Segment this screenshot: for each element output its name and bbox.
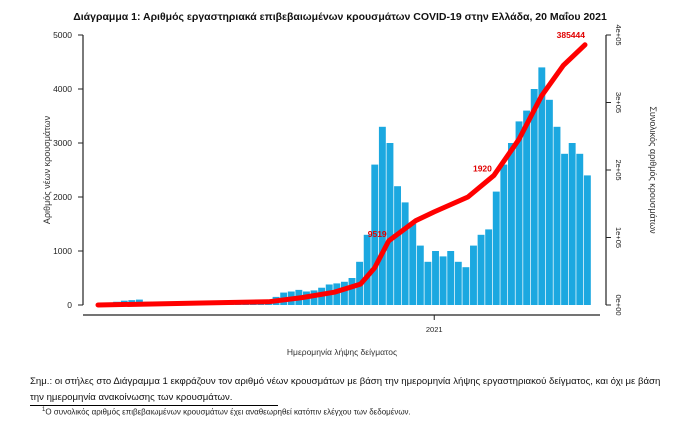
bar xyxy=(568,143,576,305)
y-tick-label: 2000 xyxy=(53,192,72,202)
y2-tick-label: 2e+05 xyxy=(614,159,623,180)
y-tick-label: 1000 xyxy=(53,246,72,256)
bar xyxy=(561,153,569,305)
x-axis-label: Ημερομηνία λήψης δείγματος xyxy=(287,347,397,357)
annotation-label: 385444 xyxy=(557,30,586,40)
bar xyxy=(333,283,341,305)
bar xyxy=(447,251,455,305)
bar xyxy=(386,143,394,305)
bar xyxy=(553,126,561,305)
footnote: 1Ο συνολικός αριθμός επιβεβαιωμένων κρου… xyxy=(42,407,411,417)
bar xyxy=(363,234,371,305)
y2-tick-label: 3e+05 xyxy=(614,92,623,113)
bar xyxy=(545,99,553,305)
bar xyxy=(378,126,386,305)
covid-cases-chart: Διάγραμμα 1: Αριθμός εργαστηριακά επιβεβ… xyxy=(42,11,658,357)
chart-note: Σημ.: οι στήλες στο Διάγραμμα 1 εκφράζου… xyxy=(30,376,661,403)
bar xyxy=(416,245,424,305)
y-tick-label: 3000 xyxy=(53,138,72,148)
bars-group xyxy=(98,67,591,306)
bar xyxy=(348,278,356,305)
bar xyxy=(507,143,515,305)
footnote-divider xyxy=(30,405,278,406)
chart-title: Διάγραμμα 1: Αριθμός εργαστηριακά επιβεβ… xyxy=(73,11,607,23)
bar xyxy=(500,164,508,305)
bar xyxy=(401,202,409,305)
bar xyxy=(340,281,348,305)
bar xyxy=(439,256,447,305)
bar xyxy=(492,191,500,305)
y-tick-label: 0 xyxy=(67,300,72,310)
cumulative-line xyxy=(95,42,588,308)
bar xyxy=(462,267,470,305)
bar xyxy=(477,234,485,305)
bar xyxy=(523,110,531,305)
bar xyxy=(485,229,493,305)
axes-group: 0 1000 2000 3000 4000 5000 0e+00 1e+05 2e+05 3e+0… xyxy=(53,24,623,334)
bar xyxy=(394,186,401,305)
bar xyxy=(371,164,379,305)
annotation-label: 1920 xyxy=(473,163,492,173)
annotation-label: 9519 xyxy=(368,229,387,239)
y2-tick-label: 4e+05 xyxy=(614,24,623,45)
x-tick-label: 2021 xyxy=(426,325,443,334)
y2-tick-label: 1e+05 xyxy=(614,227,623,248)
bar xyxy=(424,261,432,305)
bar xyxy=(530,89,538,305)
y-tick-label: 5000 xyxy=(53,30,72,40)
footnote-mark: 1 xyxy=(42,407,46,413)
bar xyxy=(583,175,591,305)
bar xyxy=(470,245,477,305)
bar xyxy=(515,121,523,306)
y-axis-label: Αριθμός νέων κρουσμάτων xyxy=(42,115,52,224)
y2-axis-label: Συνολικός αριθμός κρουσμάτων xyxy=(648,106,658,234)
bar xyxy=(409,224,417,305)
y2-tick-label: 0e+00 xyxy=(614,294,623,315)
bar xyxy=(432,251,439,305)
annotations-group: 9519 1920 385444 xyxy=(368,30,586,239)
y-tick-label: 4000 xyxy=(53,84,72,94)
bar xyxy=(538,67,546,306)
bar xyxy=(576,153,584,305)
bar xyxy=(454,261,462,305)
footnote-text: Ο συνολικός αριθμός επιβεβαιωμένων κρουσ… xyxy=(45,407,411,417)
